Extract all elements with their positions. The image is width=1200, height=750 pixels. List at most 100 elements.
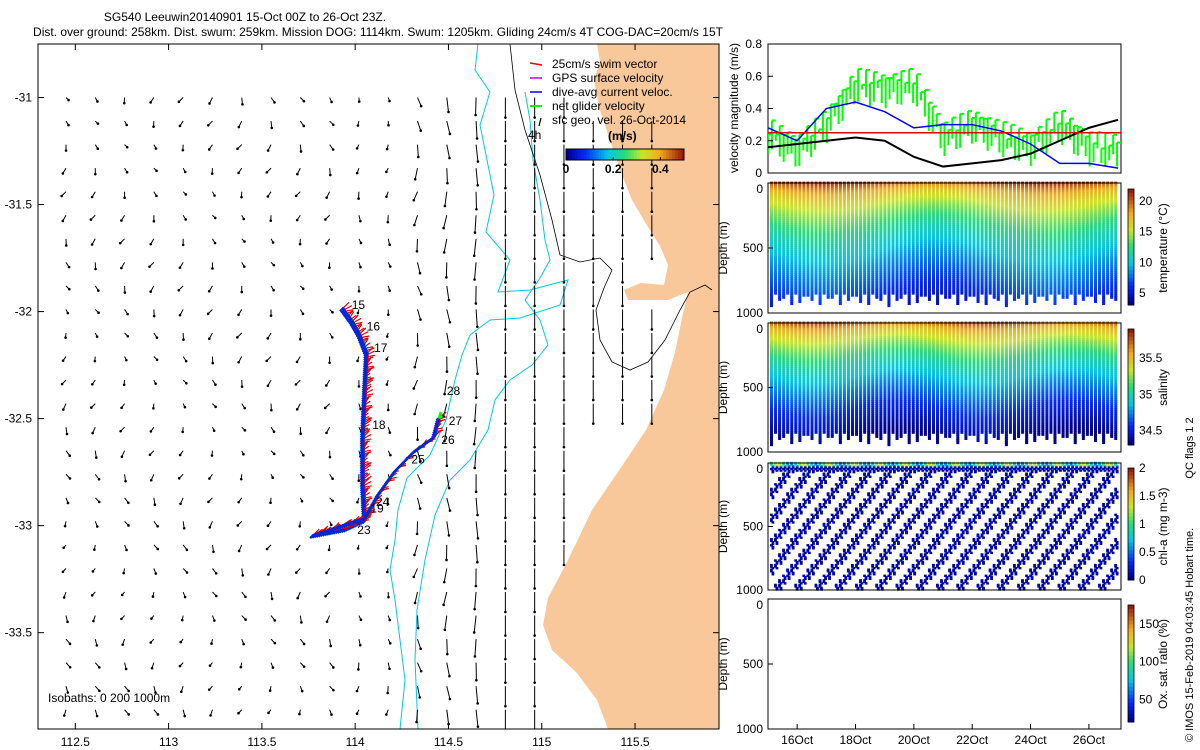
vector-arrow xyxy=(446,144,450,159)
vector-head xyxy=(533,398,536,402)
dac-vector xyxy=(336,528,343,534)
temperature-dot xyxy=(786,235,790,239)
vector-head xyxy=(324,594,327,598)
swim-vector xyxy=(364,428,369,432)
temperature-dot xyxy=(996,298,1000,301)
vector-head xyxy=(475,207,478,211)
swim-vector xyxy=(345,305,353,310)
swim-vector xyxy=(364,473,371,479)
dac-vector xyxy=(359,443,366,450)
swim-vector xyxy=(364,468,370,473)
temperature-dot xyxy=(778,281,782,285)
vector-arrow xyxy=(414,591,418,604)
day-label: 16 xyxy=(367,320,381,334)
vector-head xyxy=(476,372,479,376)
vector-head xyxy=(413,365,417,369)
vector-head xyxy=(177,288,181,292)
temperature-dot xyxy=(778,194,782,197)
temperature-dot xyxy=(786,266,790,270)
dac-vector xyxy=(360,403,367,410)
temperature-dot xyxy=(778,210,782,214)
dac-vector xyxy=(361,381,368,388)
dac-vector xyxy=(360,407,367,414)
vector-head xyxy=(185,381,188,385)
swim-vector xyxy=(366,376,372,379)
temperature-dot xyxy=(774,196,778,199)
temperature-dot xyxy=(778,216,782,220)
dac-vector xyxy=(359,340,365,347)
swim-vector xyxy=(364,457,368,461)
vector-head xyxy=(591,210,595,214)
dac-vector xyxy=(341,310,348,316)
vector-head xyxy=(95,335,99,338)
temperature-dot xyxy=(778,241,782,245)
vector-head xyxy=(355,147,359,150)
temperature-dot xyxy=(855,293,859,297)
vector-head xyxy=(179,690,183,694)
vector-head xyxy=(120,455,124,458)
swim-vector xyxy=(364,488,369,494)
vector-head xyxy=(67,123,70,127)
temperature-dot xyxy=(899,296,903,299)
dac-vector xyxy=(345,315,352,322)
colorbar-swatch xyxy=(592,149,596,160)
vector-head xyxy=(64,244,68,247)
swim-vector xyxy=(365,416,370,419)
vector-head xyxy=(62,596,66,599)
temperature-dot xyxy=(782,281,786,285)
dac-vector xyxy=(360,501,367,507)
vector-head xyxy=(413,177,417,181)
vector-head xyxy=(273,101,276,104)
vector-head xyxy=(89,218,93,221)
temperature-dot xyxy=(774,231,778,235)
temperature-dot xyxy=(907,302,911,306)
vector-head xyxy=(180,618,184,622)
vector-head xyxy=(621,139,624,143)
temperature-dot xyxy=(778,264,782,268)
temperature-dot xyxy=(790,198,794,202)
vector-head xyxy=(412,387,416,390)
swim-vector xyxy=(350,311,355,317)
vector-head xyxy=(357,100,361,103)
vector-head xyxy=(359,595,362,598)
vector-head xyxy=(446,181,449,185)
swim-vector xyxy=(364,472,369,477)
temperature-dot xyxy=(810,298,814,301)
temperature-dot xyxy=(782,248,786,251)
isobaths-note: Isobaths: 0 200 1000m xyxy=(48,691,170,705)
vector-head xyxy=(236,524,240,527)
vector-head xyxy=(591,351,595,355)
vector-head xyxy=(240,290,244,294)
temperature-dot xyxy=(778,293,782,297)
vector-head xyxy=(359,219,362,223)
vector-head xyxy=(476,513,479,517)
temperature-dot xyxy=(786,283,790,287)
colorbar-swatch xyxy=(568,149,573,160)
vector-head xyxy=(120,617,123,621)
vector-head xyxy=(445,464,449,468)
temperature-dot xyxy=(774,206,778,210)
temperature-dot xyxy=(778,212,782,216)
temperature-dot xyxy=(770,196,773,199)
swim-vector xyxy=(365,342,371,347)
dac-vector xyxy=(363,351,370,358)
vector-head xyxy=(533,375,536,378)
temperature-dot xyxy=(842,291,846,295)
temperature-dot xyxy=(786,289,790,293)
vector-head xyxy=(90,406,93,409)
vector-head xyxy=(447,486,451,490)
temperature-dot xyxy=(782,246,786,249)
temperature-dot xyxy=(774,277,778,281)
temperature-dot xyxy=(774,200,778,204)
vector-head xyxy=(412,575,416,579)
vector-head xyxy=(267,573,270,576)
day-label: 18 xyxy=(372,418,386,432)
vector-head xyxy=(125,145,129,149)
legend-gps-label: GPS surface velocity xyxy=(552,71,663,85)
vector-head xyxy=(448,674,451,678)
vector-arrow xyxy=(417,686,421,698)
temperature-dot xyxy=(770,268,773,272)
temperature-dot xyxy=(964,298,968,301)
temperature-dot xyxy=(774,246,778,249)
temperature-dot xyxy=(782,198,786,202)
